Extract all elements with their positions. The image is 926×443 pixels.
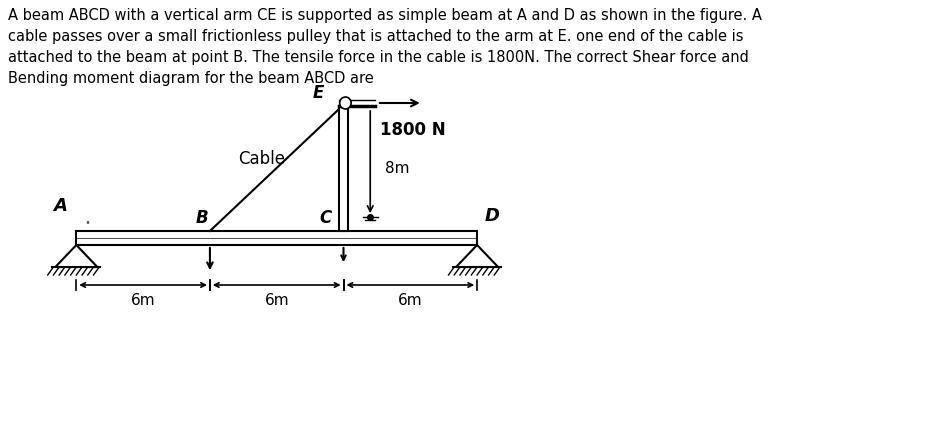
Circle shape (340, 97, 351, 109)
Text: 6m: 6m (398, 293, 422, 308)
Text: 6m: 6m (131, 293, 156, 308)
Bar (76, 231, 477, 245)
Text: A: A (53, 197, 67, 215)
Text: D: D (484, 207, 500, 225)
Text: Cable: Cable (239, 149, 285, 167)
Text: '': '' (85, 220, 90, 230)
Polygon shape (56, 245, 97, 267)
Bar (339, 106, 348, 231)
Text: 8m: 8m (384, 161, 409, 176)
Text: 1800 N: 1800 N (380, 121, 445, 139)
Text: E: E (313, 84, 324, 102)
Polygon shape (457, 245, 498, 267)
Text: B: B (195, 209, 208, 227)
Text: C: C (319, 209, 332, 227)
Text: 6m: 6m (265, 293, 289, 308)
Text: A beam ABCD with a vertical arm CE is supported as simple beam at A and D as sho: A beam ABCD with a vertical arm CE is su… (7, 8, 761, 86)
